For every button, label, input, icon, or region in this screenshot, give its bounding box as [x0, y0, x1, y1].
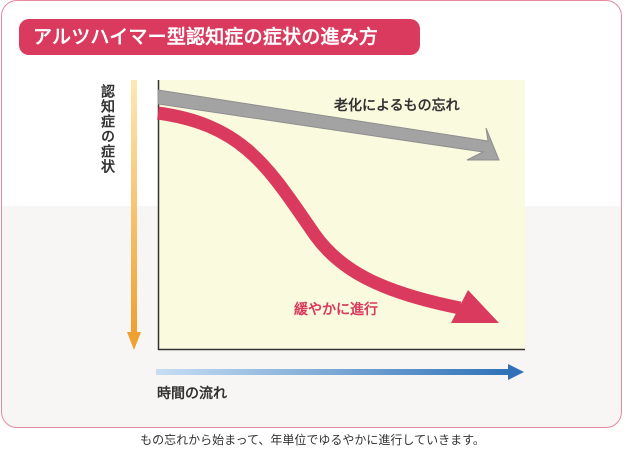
alzheimer-curve-arrow	[157, 106, 499, 323]
alzheimer-curve-label: 緩やかに進行	[294, 301, 378, 318]
title-text: アルツハイマー型認知症の症状の進み方	[33, 26, 379, 48]
title-banner: アルツハイマー型認知症の症状の進み方	[19, 19, 420, 55]
alzheimer-arrow-body	[157, 106, 462, 315]
x-axis-label: 時間の流れ	[157, 386, 227, 402]
y-axis-label: 認知症の症状	[99, 84, 115, 174]
x-axis-arrow	[156, 364, 524, 380]
aging-curve-arrow	[157, 89, 500, 161]
y-axis-arrow	[127, 80, 141, 350]
alzheimer-arrow-head	[451, 290, 499, 323]
aging-curve-label: 老化によるもの忘れ	[334, 97, 460, 114]
caption-text: もの忘れから始まって、年単位でゆるやかに進行していきます。	[140, 433, 485, 447]
aging-arrow-shape	[157, 89, 500, 161]
